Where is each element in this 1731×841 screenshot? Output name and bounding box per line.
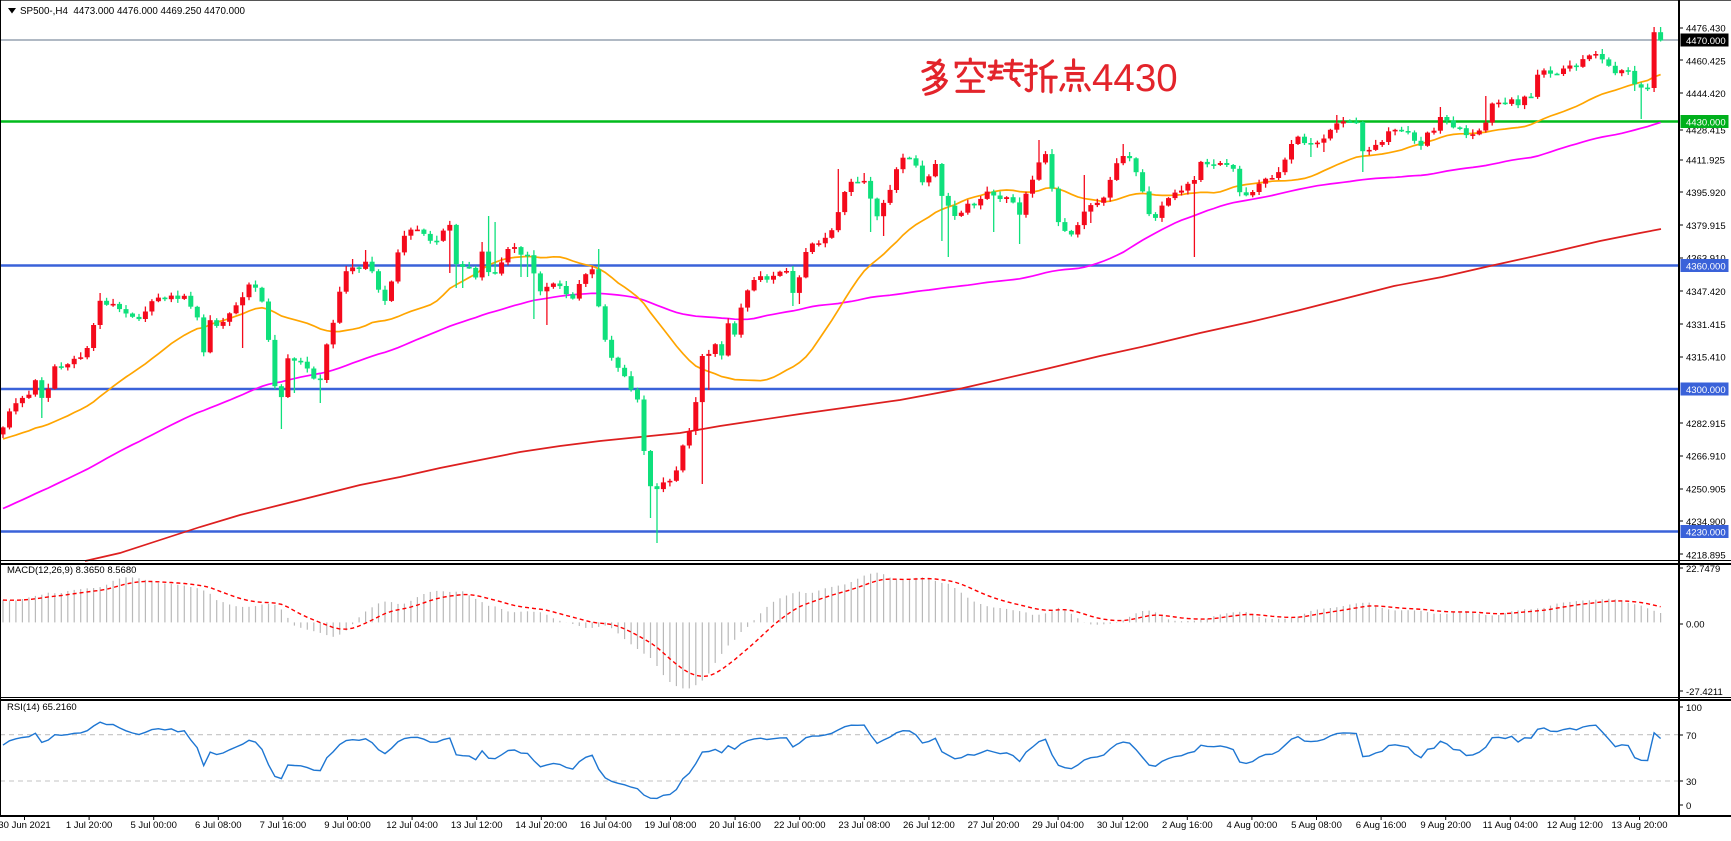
svg-text:5 Aug 08:00: 5 Aug 08:00 bbox=[1291, 820, 1342, 831]
svg-text:4411.925: 4411.925 bbox=[1686, 155, 1725, 166]
svg-text:22.7479: 22.7479 bbox=[1686, 564, 1720, 575]
svg-text:0.00: 0.00 bbox=[1686, 620, 1705, 631]
svg-text:4250.905: 4250.905 bbox=[1686, 484, 1726, 495]
svg-text:13 Aug 20:00: 13 Aug 20:00 bbox=[1612, 820, 1668, 831]
svg-text:14 Jul 20:00: 14 Jul 20:00 bbox=[515, 820, 567, 831]
svg-text:4300.000: 4300.000 bbox=[1686, 385, 1726, 396]
svg-text:16 Jul 04:00: 16 Jul 04:00 bbox=[580, 820, 632, 831]
svg-text:7 Jul 16:00: 7 Jul 16:00 bbox=[260, 820, 306, 831]
svg-text:4428.415: 4428.415 bbox=[1686, 125, 1726, 136]
svg-text:4230.000: 4230.000 bbox=[1686, 527, 1726, 538]
svg-text:4360.000: 4360.000 bbox=[1686, 261, 1726, 272]
svg-text:-27.4211: -27.4211 bbox=[1686, 687, 1723, 698]
svg-text:4315.410: 4315.410 bbox=[1686, 353, 1726, 364]
svg-text:70: 70 bbox=[1686, 731, 1697, 742]
svg-text:4331.415: 4331.415 bbox=[1686, 320, 1726, 331]
svg-text:9 Jul 00:00: 9 Jul 00:00 bbox=[324, 820, 370, 831]
svg-text:4430.000: 4430.000 bbox=[1686, 117, 1726, 128]
svg-text:RSI(14) 65.2160: RSI(14) 65.2160 bbox=[7, 702, 77, 713]
svg-text:4 Aug 00:00: 4 Aug 00:00 bbox=[1227, 820, 1278, 831]
svg-text:4476.430: 4476.430 bbox=[1686, 24, 1726, 35]
svg-text:4266.910: 4266.910 bbox=[1686, 452, 1726, 463]
svg-text:1 Jul 20:00: 1 Jul 20:00 bbox=[66, 820, 112, 831]
svg-text:MACD(12,26,9) 8.3650 8.5680: MACD(12,26,9) 8.3650 8.5680 bbox=[7, 565, 136, 576]
svg-text:29 Jul 04:00: 29 Jul 04:00 bbox=[1032, 820, 1084, 831]
svg-text:6 Jul 08:00: 6 Jul 08:00 bbox=[195, 820, 241, 831]
svg-text:0: 0 bbox=[1686, 801, 1691, 812]
svg-text:12 Aug 12:00: 12 Aug 12:00 bbox=[1547, 820, 1603, 831]
svg-text:13 Jul 12:00: 13 Jul 12:00 bbox=[451, 820, 503, 831]
svg-text:9 Aug 20:00: 9 Aug 20:00 bbox=[1420, 820, 1471, 831]
svg-text:11 Aug 04:00: 11 Aug 04:00 bbox=[1483, 820, 1538, 831]
svg-text:5 Jul 00:00: 5 Jul 00:00 bbox=[130, 820, 176, 831]
svg-text:30 Jun 2021: 30 Jun 2021 bbox=[0, 820, 51, 831]
svg-text:22 Jul 00:00: 22 Jul 00:00 bbox=[774, 820, 826, 831]
svg-text:100: 100 bbox=[1686, 703, 1702, 714]
svg-text:19 Jul 08:00: 19 Jul 08:00 bbox=[645, 820, 697, 831]
svg-text:27 Jul 20:00: 27 Jul 20:00 bbox=[968, 820, 1020, 831]
svg-text:SP500-,H4 4473.000 4476.000 4: SP500-,H4 4473.000 4476.000 4469.250 447… bbox=[20, 6, 246, 17]
svg-text:4379.915: 4379.915 bbox=[1686, 221, 1726, 232]
svg-text:4347.420: 4347.420 bbox=[1686, 287, 1726, 298]
svg-text:6 Aug 16:00: 6 Aug 16:00 bbox=[1356, 820, 1407, 831]
svg-text:4395.920: 4395.920 bbox=[1686, 188, 1726, 199]
svg-text:4460.425: 4460.425 bbox=[1686, 56, 1726, 67]
svg-text:4430: 4430 bbox=[1092, 57, 1178, 100]
svg-text:4218.895: 4218.895 bbox=[1686, 550, 1726, 561]
svg-text:26 Jul 12:00: 26 Jul 12:00 bbox=[903, 820, 955, 831]
svg-text:4444.420: 4444.420 bbox=[1686, 89, 1726, 100]
svg-text:12 Jul 04:00: 12 Jul 04:00 bbox=[386, 820, 438, 831]
svg-text:30 Jul 12:00: 30 Jul 12:00 bbox=[1097, 820, 1149, 831]
svg-text:4234.900: 4234.900 bbox=[1686, 517, 1726, 528]
svg-text:4470.000: 4470.000 bbox=[1686, 36, 1726, 47]
svg-text:23 Jul 08:00: 23 Jul 08:00 bbox=[838, 820, 890, 831]
svg-text:2 Aug 16:00: 2 Aug 16:00 bbox=[1162, 820, 1213, 831]
svg-text:20 Jul 16:00: 20 Jul 16:00 bbox=[709, 820, 761, 831]
svg-text:4282.915: 4282.915 bbox=[1686, 419, 1726, 430]
svg-text:30: 30 bbox=[1686, 777, 1697, 788]
